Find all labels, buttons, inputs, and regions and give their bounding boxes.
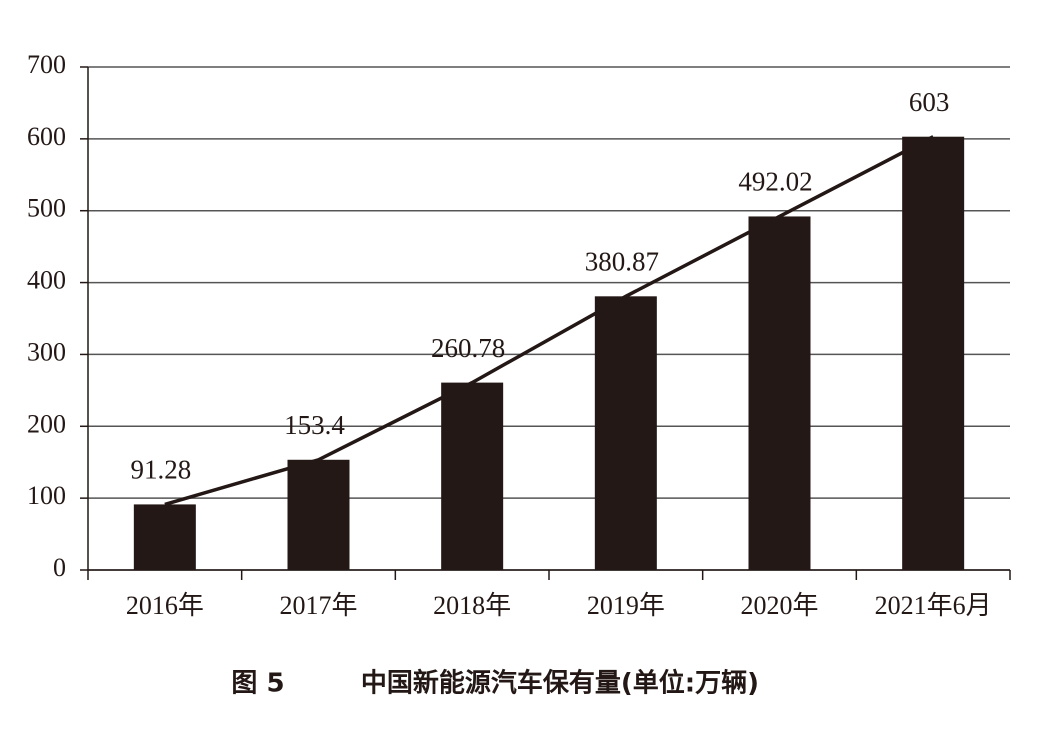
bar bbox=[748, 216, 811, 570]
x-tick-label: 2017年 bbox=[279, 591, 357, 620]
x-tick-label: 2021年6月 bbox=[875, 591, 992, 620]
y-tick-label: 100 bbox=[27, 481, 66, 510]
value-label: 603 bbox=[909, 87, 950, 117]
x-tick-label: 2019年 bbox=[587, 591, 665, 620]
bar bbox=[902, 136, 965, 571]
value-label: 91.28 bbox=[130, 455, 191, 485]
value-label: 260.78 bbox=[431, 333, 505, 363]
x-tick-label: 2020年 bbox=[740, 591, 818, 620]
y-tick-label: 500 bbox=[27, 194, 66, 223]
bar bbox=[594, 296, 657, 570]
y-tick-label: 600 bbox=[27, 122, 66, 151]
caption-label: 图 5 bbox=[231, 669, 284, 699]
bar bbox=[441, 382, 504, 570]
y-tick-label: 200 bbox=[27, 409, 66, 438]
value-label: 153.4 bbox=[284, 410, 345, 440]
trend-line bbox=[164, 135, 934, 507]
y-tick-label: 400 bbox=[27, 266, 66, 295]
y-tick-label: 300 bbox=[27, 337, 66, 366]
value-label: 380.87 bbox=[585, 247, 659, 277]
value-label: 492.02 bbox=[738, 167, 812, 197]
y-tick-label: 0 bbox=[53, 553, 66, 582]
bar bbox=[133, 504, 196, 570]
chart-title: 中国新能源汽车保有量(单位:万辆) bbox=[361, 668, 759, 699]
x-tick-label: 2016年 bbox=[126, 591, 204, 620]
y-tick-label: 700 bbox=[27, 50, 66, 79]
x-tick-label: 2018年 bbox=[433, 591, 511, 620]
bar bbox=[287, 459, 350, 570]
